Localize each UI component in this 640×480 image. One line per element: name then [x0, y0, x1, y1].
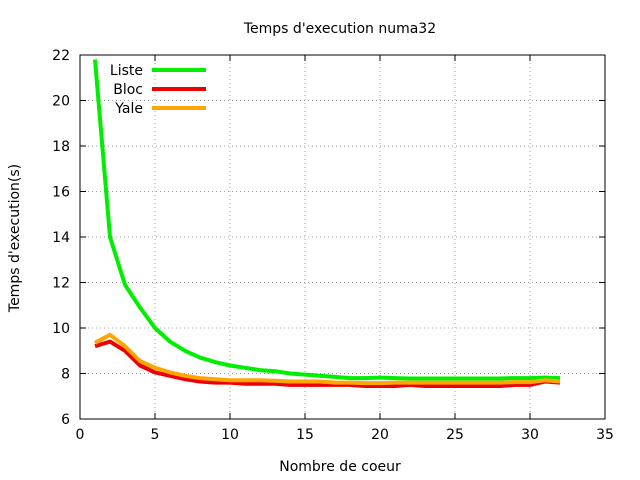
y-tick-label: 14	[52, 230, 70, 246]
y-tick-label: 10	[52, 321, 70, 337]
x-tick-label: 20	[371, 427, 389, 443]
y-tick-label: 18	[52, 139, 70, 155]
y-tick-label: 12	[52, 276, 70, 292]
legend-label-yale: Yale	[114, 101, 143, 117]
legend: Liste Bloc Yale	[110, 63, 206, 117]
y-tick-label: 8	[61, 367, 70, 383]
x-tick-label: 10	[221, 427, 239, 443]
y-tick-label: 16	[52, 185, 70, 201]
x-tick-label: 35	[596, 427, 614, 443]
chart-title: Temps d'execution numa32	[243, 21, 436, 37]
y-tick-label: 20	[52, 94, 70, 110]
y-axis-label: Temps d'execution(s)	[7, 164, 23, 313]
legend-label-liste: Liste	[110, 63, 143, 79]
axis-ticks: 0 5 10 15 20 25 30 35 6 8 10 12 14 16 18 20 22	[52, 48, 614, 443]
y-tick-label: 6	[61, 412, 70, 428]
series-group	[93, 59, 561, 388]
series-line-yale	[94, 332, 561, 386]
series-line-liste	[93, 59, 561, 381]
x-tick-label: 30	[521, 427, 539, 443]
series-line-bloc	[94, 339, 561, 388]
x-tick-label: 5	[151, 427, 160, 443]
grid	[80, 55, 605, 419]
y-tick-label: 22	[52, 48, 70, 64]
x-axis-label: Nombre de coeur	[279, 459, 401, 475]
legend-label-bloc: Bloc	[113, 82, 143, 98]
x-tick-label: 0	[76, 427, 85, 443]
x-tick-label: 25	[446, 427, 464, 443]
x-tick-label: 15	[296, 427, 314, 443]
